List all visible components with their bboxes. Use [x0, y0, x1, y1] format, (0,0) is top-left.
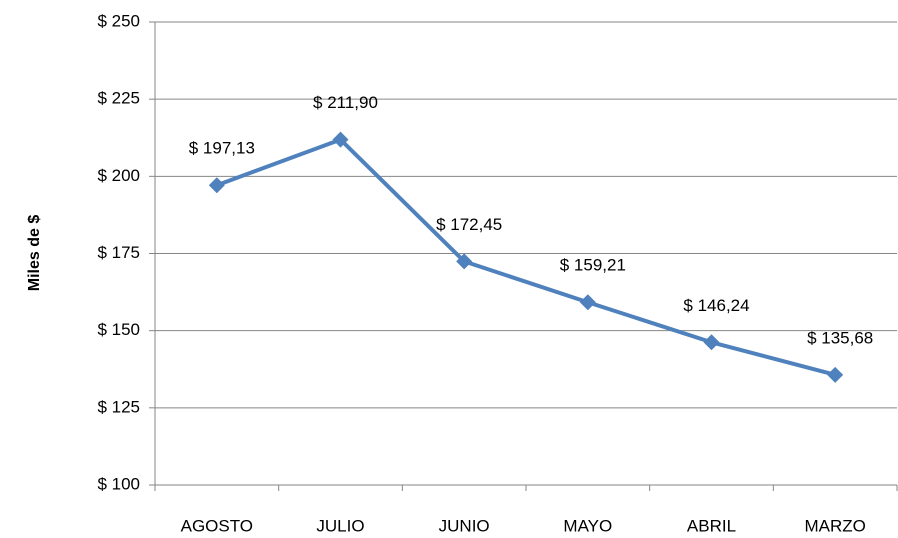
data-marker	[332, 131, 349, 148]
y-tick-label: $ 225	[97, 89, 140, 108]
x-tick-label: JUNIO	[439, 516, 490, 535]
y-tick-label: $ 200	[97, 166, 140, 185]
data-label: $ 211,90	[313, 93, 378, 112]
x-tick-label: ABRIL	[687, 516, 736, 535]
data-marker	[579, 294, 596, 311]
data-label: $ 172,45	[436, 215, 502, 234]
x-tick-label: AGOSTO	[181, 516, 253, 535]
data-marker	[456, 253, 473, 270]
y-tick-label: $ 250	[97, 11, 140, 30]
y-tick-label: $ 150	[97, 320, 140, 339]
y-tick-label: $ 100	[97, 474, 140, 493]
data-marker	[827, 366, 844, 383]
data-label: $ 135,68	[807, 328, 873, 347]
data-label: $ 197,13	[189, 139, 255, 158]
data-line	[216, 137, 836, 377]
data-marker	[703, 334, 720, 351]
data-label: $ 146,24	[683, 296, 749, 315]
x-tick-label: MARZO	[804, 516, 865, 535]
data-marker	[208, 177, 225, 194]
y-tick-label: $ 175	[97, 243, 140, 262]
y-axis-label: Miles de $	[26, 215, 43, 292]
x-tick-label: JULIO	[316, 516, 364, 535]
data-label: $ 159,21	[560, 256, 626, 275]
y-tick-label: $ 125	[97, 397, 140, 416]
x-tick-label: MAYO	[563, 516, 612, 535]
